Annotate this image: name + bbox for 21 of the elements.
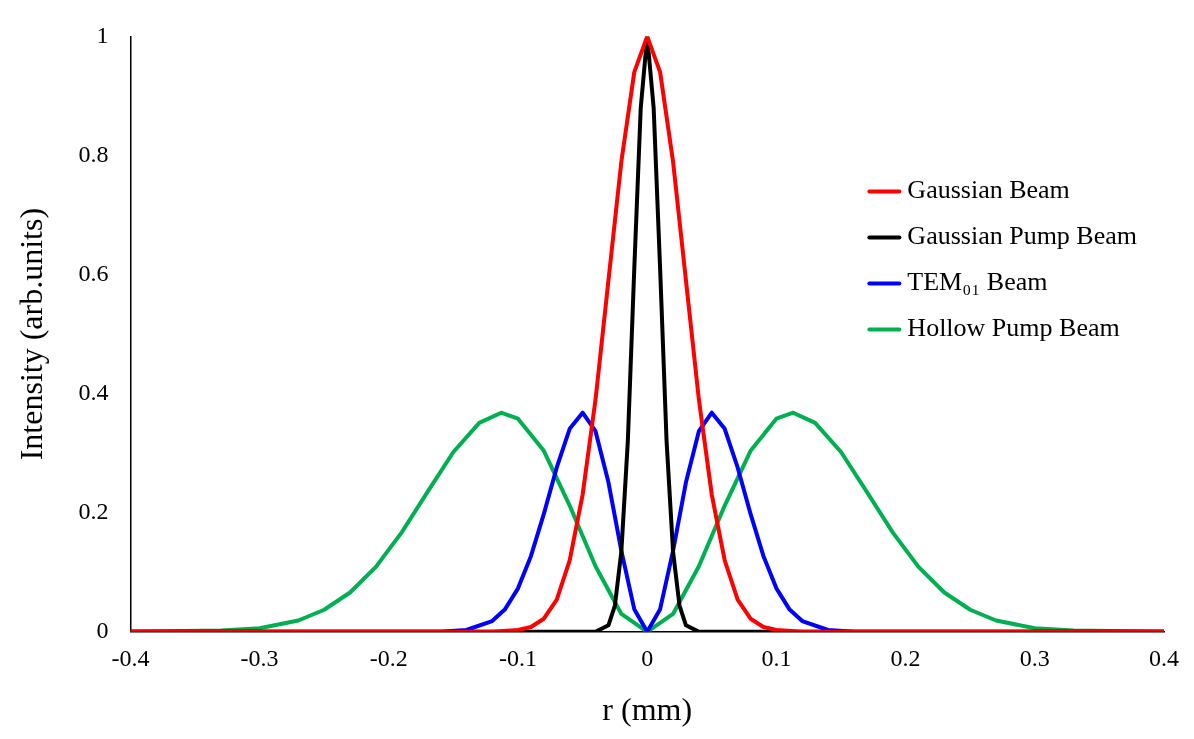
- x-tick-label: 0: [641, 645, 654, 672]
- x-tick-label: 0.4: [1149, 645, 1179, 672]
- y-tick-label: 0.6: [78, 259, 109, 286]
- y-tick-label: 1: [96, 21, 109, 48]
- x-tick-label: 0.2: [890, 645, 921, 672]
- x-tick-label: 0.3: [1019, 645, 1050, 672]
- y-tick-label: 0.8: [78, 140, 109, 167]
- legend-label: TEM₀₁ Beam: [907, 267, 1048, 297]
- x-tick-label: 0.1: [761, 645, 792, 672]
- y-tick-label: 0.2: [78, 498, 109, 525]
- legend-label: Hollow Pump Beam: [907, 313, 1120, 343]
- x-tick-label: -0.1: [499, 645, 537, 672]
- y-tick-label: 0: [96, 617, 109, 644]
- x-tick-label: -0.2: [369, 645, 408, 672]
- legend-label: Gaussian Pump Beam: [907, 221, 1138, 251]
- x-tick-label: -0.4: [111, 645, 150, 672]
- legend-label: Gaussian Beam: [907, 175, 1070, 205]
- y-tick-label: 0.4: [78, 378, 109, 405]
- x-tick-label: -0.3: [240, 645, 279, 672]
- x-axis-title: r (mm): [602, 691, 693, 728]
- y-axis-title: Intensity (arb.units): [12, 207, 49, 461]
